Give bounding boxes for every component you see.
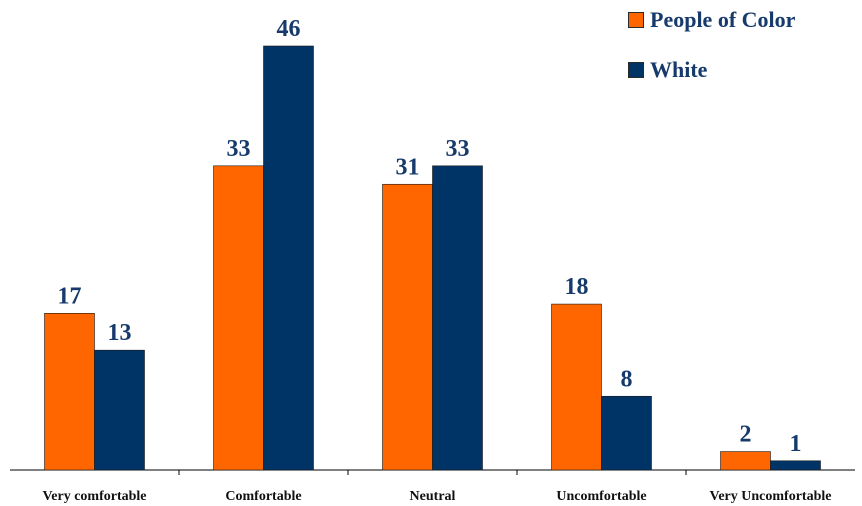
legend-swatch-white <box>628 62 644 78</box>
bar <box>263 45 314 471</box>
data-label: 33 <box>446 136 470 162</box>
data-label: 33 <box>227 136 251 162</box>
bar <box>432 165 483 471</box>
chart-legend: People of Color White <box>628 6 795 106</box>
legend-item-people-of-color: People of Color <box>628 6 795 34</box>
x-tick-label: Very comfortable <box>42 489 146 504</box>
x-tick-label: Uncomfortable <box>556 489 646 504</box>
legend-swatch-people-of-color <box>628 12 644 28</box>
bar <box>601 395 652 471</box>
data-label: 8 <box>621 366 633 392</box>
legend-item-white: White <box>628 56 795 84</box>
data-label: 46 <box>277 16 301 42</box>
x-tick-label: Very Uncomfortable <box>710 489 832 504</box>
bar <box>720 451 771 471</box>
data-label: 17 <box>58 283 82 309</box>
bar <box>213 165 264 471</box>
data-label: 31 <box>396 154 420 180</box>
x-tick-label: Comfortable <box>225 489 301 504</box>
legend-label-people-of-color: People of Color <box>650 7 796 32</box>
bar <box>382 183 433 471</box>
data-label: 2 <box>740 422 752 448</box>
bar <box>770 460 821 471</box>
data-label: 13 <box>108 320 132 346</box>
legend-label-white: White <box>650 57 708 82</box>
data-label: 1 <box>790 431 802 457</box>
x-tick-label: Neutral <box>410 489 456 504</box>
bar <box>44 313 95 471</box>
bar <box>551 303 602 471</box>
data-label: 18 <box>565 274 589 300</box>
bar <box>94 349 145 471</box>
